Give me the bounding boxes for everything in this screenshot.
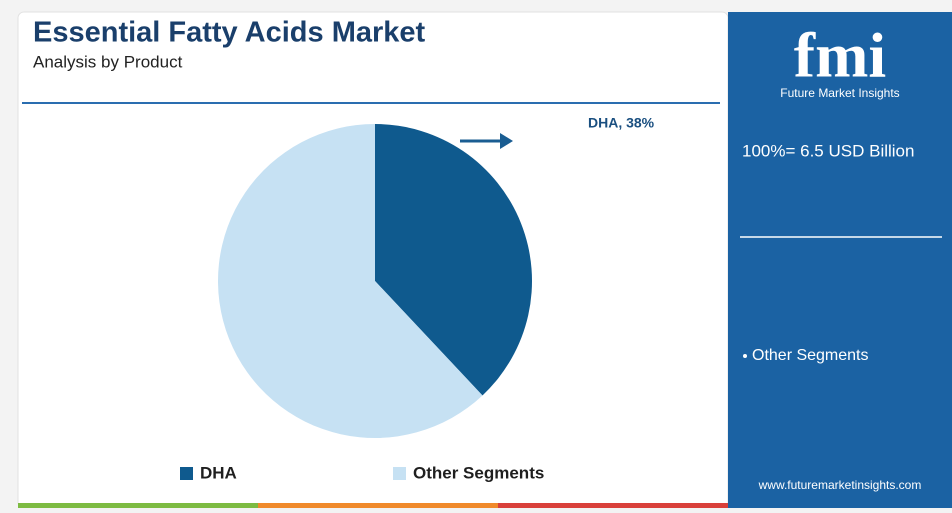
chart-title: Essential Fatty Acids Market bbox=[33, 17, 426, 49]
strip bbox=[258, 503, 498, 508]
legend-swatch bbox=[393, 467, 406, 480]
website: www.futuremarketinsights.com bbox=[758, 478, 922, 492]
pie-slice bbox=[218, 124, 483, 438]
side-panel bbox=[728, 12, 952, 508]
arrow-head bbox=[500, 133, 513, 149]
total-label: 100%= 6.5 USD Billion bbox=[742, 141, 914, 160]
strip bbox=[498, 503, 728, 508]
legend-label: DHA bbox=[200, 463, 237, 482]
brand: Future Market Insights bbox=[780, 86, 899, 100]
pie-slice bbox=[375, 124, 532, 396]
bullet bbox=[743, 354, 747, 358]
data-label: DHA, 38% bbox=[588, 115, 655, 131]
chart-subtitle: Analysis by Product bbox=[33, 52, 183, 71]
legend: DHA Other Segments bbox=[180, 463, 544, 482]
note: Other Segments bbox=[752, 347, 869, 364]
legend-swatch bbox=[180, 467, 193, 480]
strip bbox=[18, 503, 258, 508]
pie bbox=[218, 124, 532, 438]
legend-label: Other Segments bbox=[413, 463, 544, 482]
logo: fmi bbox=[794, 20, 886, 91]
